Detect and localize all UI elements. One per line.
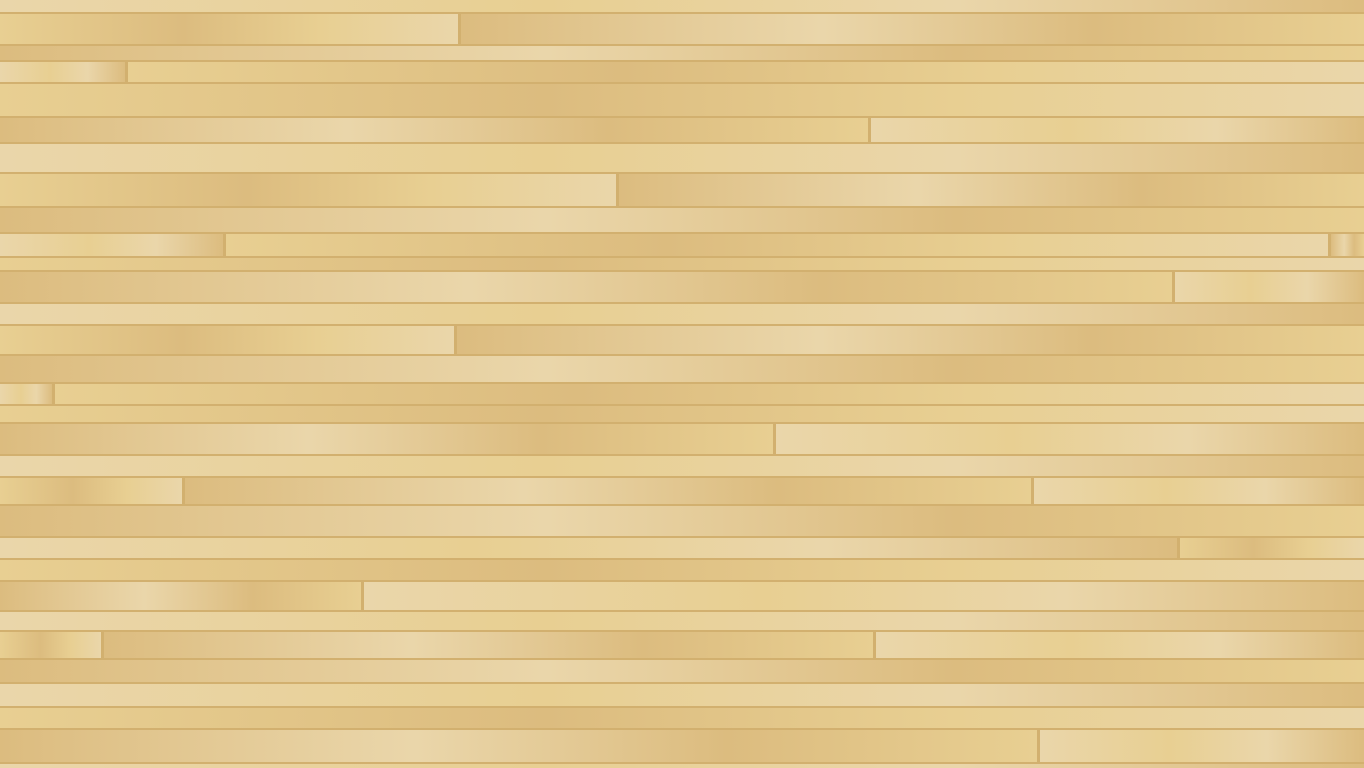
floor-plank	[0, 538, 1177, 558]
floor-plank	[185, 478, 1031, 504]
floor-plank	[619, 174, 1364, 206]
floor-plank	[1034, 478, 1364, 504]
floor-plank	[457, 326, 1364, 354]
floor-plank	[0, 456, 1364, 476]
floor-plank	[0, 406, 1364, 422]
floor-plank	[1175, 272, 1364, 302]
floor-plank	[0, 384, 52, 404]
floor-plank	[0, 478, 182, 504]
floor-plank	[0, 612, 1364, 630]
floor-plank	[0, 84, 1364, 116]
floor-plank	[0, 326, 454, 354]
floor-plank	[0, 356, 1364, 382]
floor-plank	[55, 384, 1364, 404]
floor-plank	[0, 424, 773, 454]
floor-plank	[0, 272, 1172, 302]
floor-plank	[461, 14, 1364, 44]
floor-plank	[226, 234, 1328, 256]
floor-plank	[0, 118, 868, 142]
floor-plank	[0, 506, 1364, 536]
floor-plank	[1040, 730, 1364, 762]
floor-plank	[0, 62, 125, 82]
floor-plank	[0, 144, 1364, 172]
floor-plank	[0, 174, 616, 206]
floor-plank	[1180, 538, 1364, 558]
floor-plank	[871, 118, 1364, 142]
floor-plank	[364, 582, 1364, 610]
floor-plank	[0, 684, 1364, 706]
floor-plank	[0, 730, 1037, 762]
floor-plank	[0, 14, 458, 44]
floor-plank	[0, 660, 1364, 682]
floor-plank	[0, 764, 1364, 768]
floor-plank	[104, 632, 873, 658]
floor-plank	[0, 208, 1364, 232]
floor-plank	[0, 258, 1364, 270]
floor-plank	[0, 560, 1364, 580]
floor-plank	[0, 708, 1364, 728]
floor-plank	[776, 424, 1364, 454]
floor-plank	[0, 234, 223, 256]
floor-plank	[128, 62, 1364, 82]
floor-plank	[1331, 234, 1364, 256]
floor-plank	[876, 632, 1364, 658]
floor-plank	[0, 46, 1364, 60]
floor-plank	[0, 632, 101, 658]
floor-plank	[0, 304, 1364, 324]
floor-plank	[0, 0, 1364, 12]
floor-plank	[0, 582, 361, 610]
